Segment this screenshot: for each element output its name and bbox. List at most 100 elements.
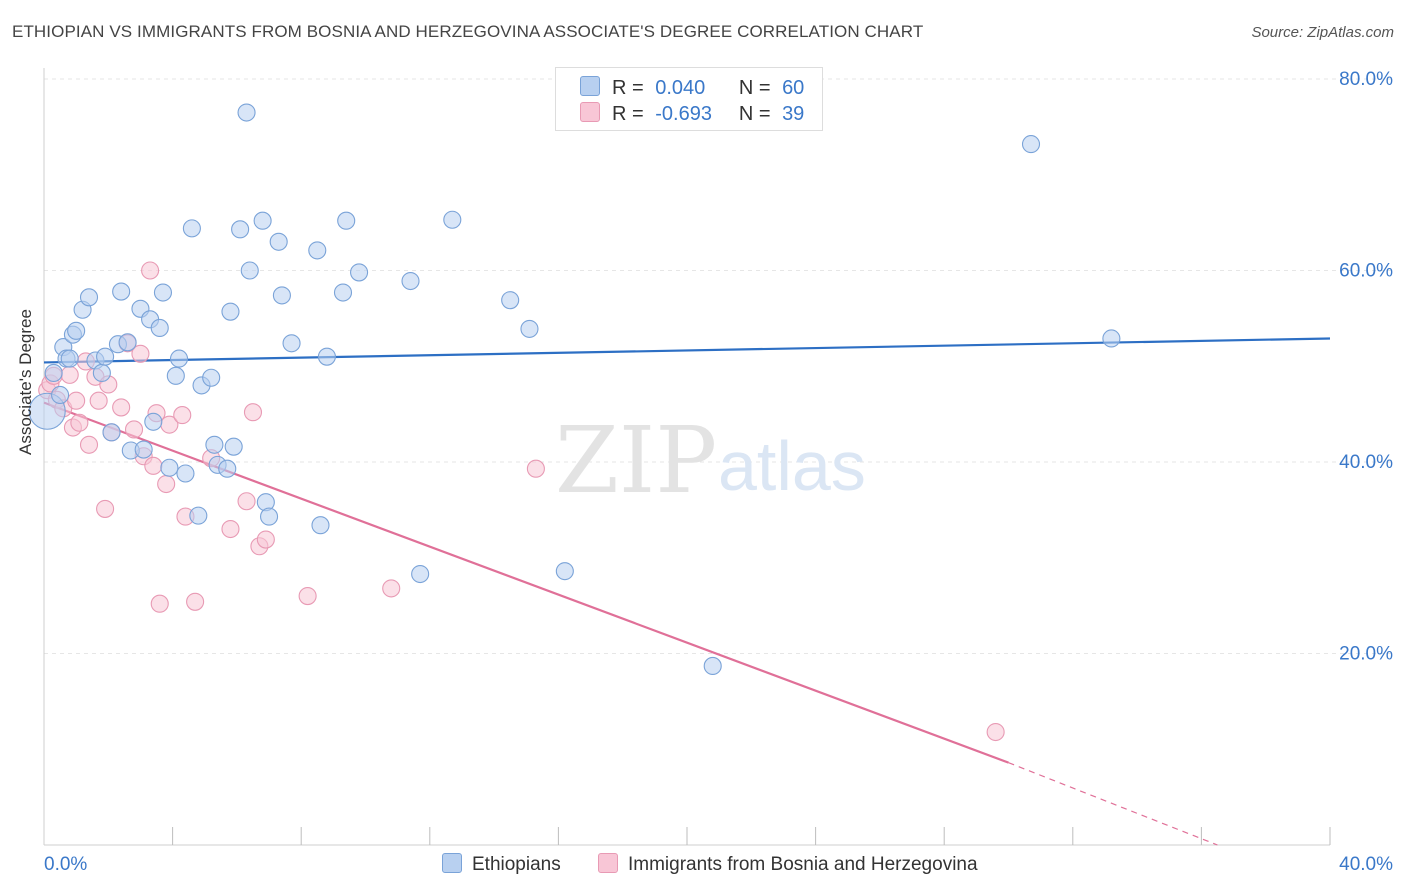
data-point-ethiopians <box>317 347 336 366</box>
data-point-ethiopians <box>311 516 330 535</box>
legend-r-label: R = <box>612 103 644 125</box>
x-tick-label: 0.0% <box>44 854 87 875</box>
data-point-ethiopians <box>166 366 185 385</box>
x-tick-label: 40.0% <box>1339 854 1393 875</box>
legend-r-label: R = <box>612 77 644 99</box>
data-point-ethiopians <box>51 385 70 405</box>
data-point-ethiopians <box>189 506 208 525</box>
data-point-bosnia <box>144 456 163 475</box>
data-point-bosnia <box>173 406 192 425</box>
data-point-bosnia <box>89 391 108 410</box>
data-point-ethiopians <box>60 349 79 368</box>
legend-swatch-blue <box>580 76 600 96</box>
data-point-ethiopians <box>96 347 115 366</box>
data-point-ethiopians <box>153 283 173 302</box>
data-point-bosnia <box>96 499 115 518</box>
data-point-ethiopians <box>202 368 221 387</box>
data-point-bosnia <box>221 519 240 539</box>
axes <box>43 68 1331 846</box>
y-axis-label: Associate's Degree <box>16 309 35 455</box>
data-point-ethiopians <box>44 363 63 383</box>
data-point-bosnia <box>60 365 79 384</box>
data-point-ethiopians <box>1102 329 1121 348</box>
legend-item-ethiopians: Ethiopians <box>442 853 561 876</box>
data-point-ethiopians <box>221 302 240 321</box>
grid-lines <box>44 78 1392 654</box>
y-tick-label: 20.0% <box>1339 644 1393 665</box>
data-point-bosnia <box>141 261 160 280</box>
data-point-ethiopians <box>411 564 430 584</box>
data-point-ethiopians <box>92 363 111 383</box>
data-point-bosnia <box>186 592 205 611</box>
data-point-ethiopians <box>703 656 722 675</box>
data-point-ethiopians <box>259 507 279 526</box>
data-point-ethiopians <box>160 458 179 477</box>
data-point-bosnia <box>986 722 1005 742</box>
legend-label: Ethiopians <box>472 854 561 875</box>
data-point-ethiopians <box>150 318 169 338</box>
data-point-ethiopians <box>182 219 201 238</box>
data-point-bosnia <box>131 344 150 363</box>
data-point-bosnia <box>298 586 317 606</box>
data-point-bosnia <box>256 530 275 549</box>
data-point-bosnia <box>382 579 401 598</box>
legend-n-label: N = <box>738 103 771 125</box>
trend-line-ethiopians <box>43 337 1331 364</box>
data-point-ethiopians <box>224 437 243 456</box>
data-point-bosnia <box>526 459 545 478</box>
data-point-ethiopians <box>237 103 256 122</box>
data-point-ethiopians <box>176 464 195 483</box>
data-point-ethiopians <box>253 211 272 230</box>
data-point-ethiopians <box>118 333 137 352</box>
data-point-bosnia <box>67 391 86 410</box>
data-point-ethiopians <box>144 412 163 431</box>
data-point-bosnia <box>243 403 263 422</box>
data-point-bosnia <box>79 435 99 454</box>
data-point-ethiopians <box>555 562 574 581</box>
legend-item-bosnia: Immigrants from Bosnia and Herzegovina <box>598 853 978 876</box>
data-point-ethiopians <box>443 210 462 229</box>
data-point-bosnia <box>150 594 169 613</box>
data-point-ethiopians <box>401 271 420 291</box>
y-tick-label: 40.0% <box>1339 452 1393 473</box>
tick-labels: 20.0% 40.0% 60.0% 80.0% 0.0% 40.0% <box>44 69 1393 875</box>
watermark-zip: ZIP <box>555 407 717 514</box>
data-point-bosnia <box>112 398 131 417</box>
data-points <box>28 103 1121 742</box>
y-tick-label: 80.0% <box>1339 69 1393 90</box>
y-tick-label: 60.0% <box>1339 261 1393 282</box>
data-point-ethiopians <box>169 349 189 368</box>
legend-r-value: 0.040 <box>655 77 706 99</box>
data-point-ethiopians <box>231 220 250 239</box>
data-point-ethiopians <box>282 334 301 353</box>
legend-swatch-pink <box>598 853 618 873</box>
source-credit: Source: ZipAtlas.com <box>1251 24 1394 41</box>
chart-title: ETHIOPIAN VS IMMIGRANTS FROM BOSNIA AND … <box>12 22 924 41</box>
data-point-ethiopians <box>67 321 86 340</box>
data-point-ethiopians <box>350 263 369 282</box>
data-point-ethiopians <box>112 282 131 301</box>
data-point-ethiopians <box>333 283 353 302</box>
data-point-ethiopians <box>272 286 291 305</box>
data-point-ethiopians <box>1021 135 1041 154</box>
data-point-ethiopians <box>269 232 288 251</box>
legend-swatch-pink <box>580 102 600 122</box>
data-point-ethiopians <box>218 459 237 478</box>
legend-row-bosnia: R = -0.693 N = 39 <box>580 102 805 125</box>
correlation-legend: R = 0.040 N = 60 R = -0.693 N = 39 <box>555 67 823 131</box>
data-point-ethiopians <box>501 291 520 310</box>
legend-n-value: 60 <box>782 77 805 99</box>
data-point-ethiopians <box>134 440 153 459</box>
legend-n-value: 39 <box>782 103 805 125</box>
data-point-ethiopians <box>520 319 539 338</box>
legend-swatch-blue <box>442 853 462 873</box>
data-point-bosnia <box>157 474 176 494</box>
watermark: ZIP atlas <box>555 407 866 514</box>
legend-r-value: -0.693 <box>655 103 712 125</box>
data-point-ethiopians <box>102 423 121 442</box>
data-point-ethiopians <box>240 261 259 280</box>
data-point-ethiopians <box>205 435 224 454</box>
trend-line-bosnia-extension <box>1008 762 1218 846</box>
data-point-ethiopians <box>79 288 99 307</box>
